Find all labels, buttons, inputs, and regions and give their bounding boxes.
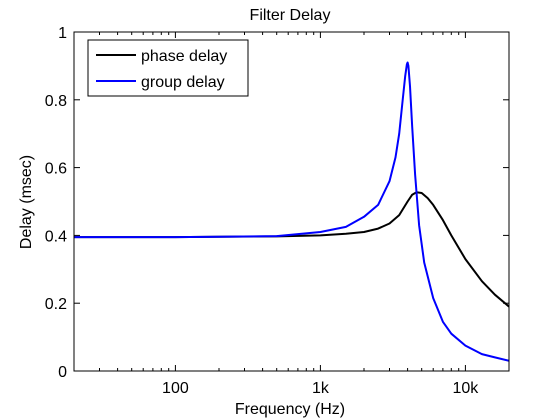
y-tick-label: 0.2	[45, 296, 67, 313]
y-tick-label: 1	[58, 25, 67, 42]
series-line-group-delay	[74, 61, 510, 362]
legend-box	[87, 39, 249, 97]
x-tick-label: 10k	[453, 380, 480, 397]
x-axis-label: Frequency (Hz)	[235, 401, 345, 418]
legend-label-group-delay: group delay	[141, 74, 225, 91]
y-tick-label: 0.8	[45, 93, 67, 110]
series-layer	[74, 61, 510, 362]
legend: phase delay group delay	[87, 39, 249, 97]
legend-label-phase-delay: phase delay	[141, 48, 227, 65]
y-tick-label: 0.6	[45, 161, 67, 178]
y-tick-label: 0.4	[45, 228, 67, 245]
y-axis-label: Delay (msec)	[18, 155, 35, 249]
x-tick-label: 100	[162, 380, 189, 397]
tick-layer: 100 1k 10k 0 0.2 0.4 0.6 0.8 1	[45, 25, 510, 397]
x-tick-label: 1k	[312, 380, 330, 397]
plot-frame	[73, 31, 510, 372]
chart-title: Filter Delay	[250, 7, 331, 24]
y-tick-label: 0	[58, 364, 67, 381]
